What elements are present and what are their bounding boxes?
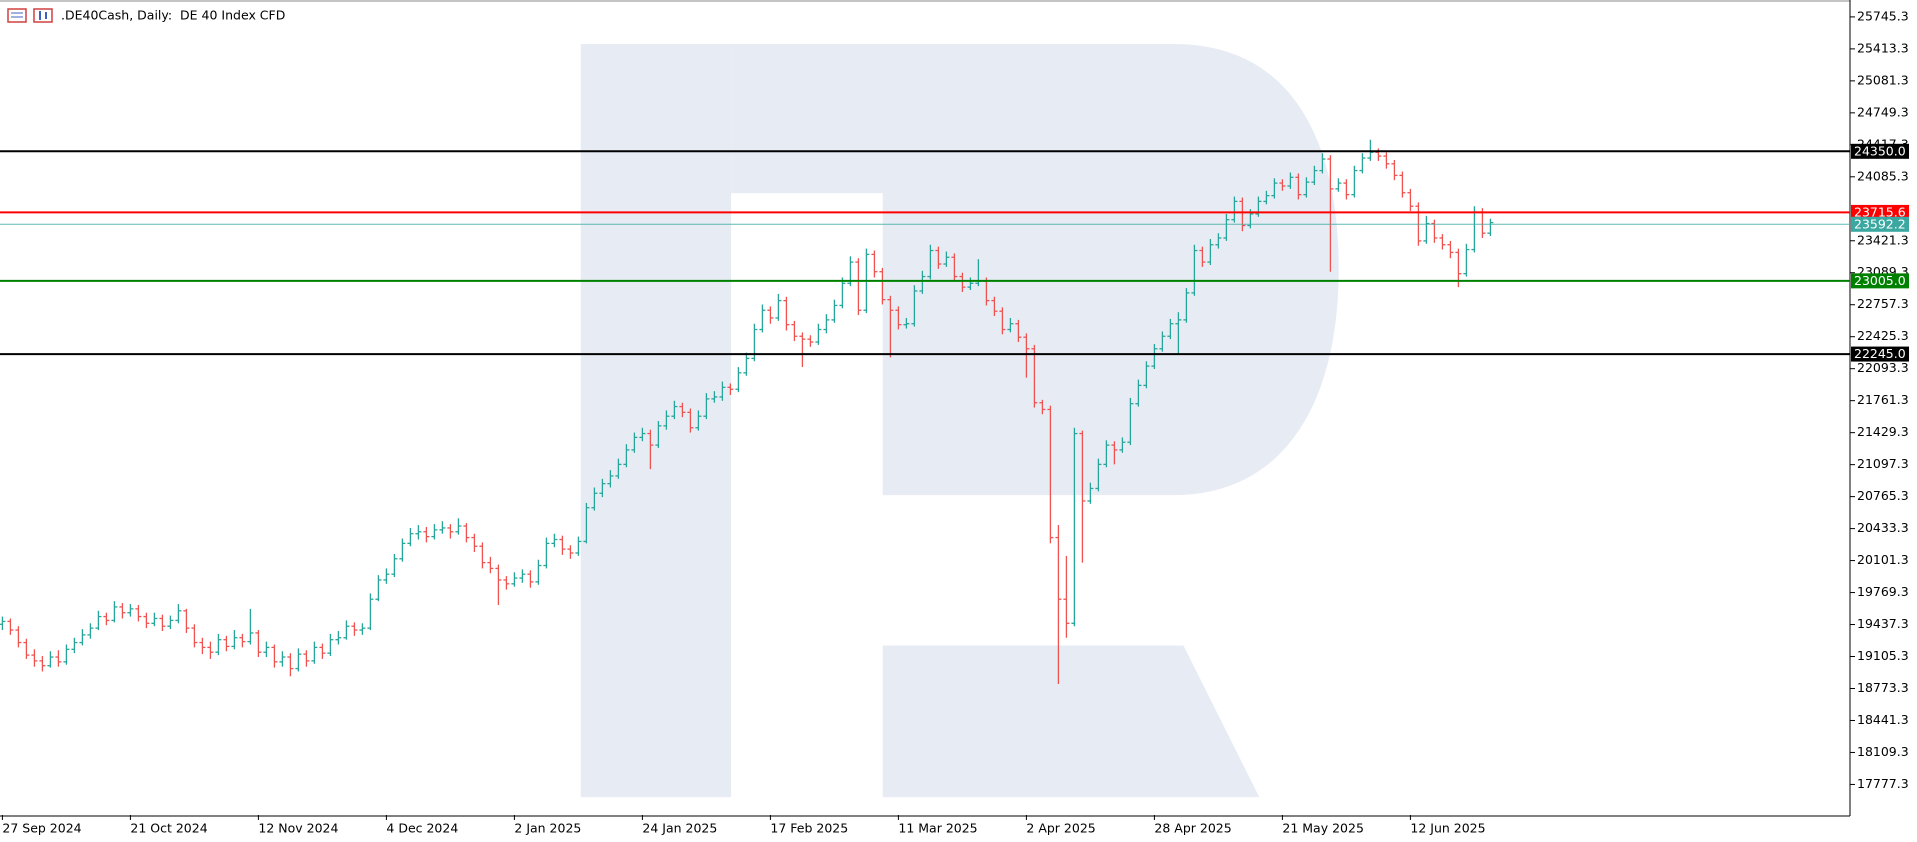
x-tick-label: 27 Sep 2024: [2, 821, 81, 836]
y-tick-label: 22425.3: [1857, 328, 1909, 343]
level-label-bg: [1851, 273, 1909, 289]
y-tick-label: 24085.3: [1857, 168, 1909, 183]
icon-chart: [33, 8, 53, 23]
y-tick-label: 19105.3: [1857, 648, 1909, 663]
y-tick-label: 19769.3: [1857, 584, 1909, 599]
x-tick-label: 21 Oct 2024: [130, 821, 207, 836]
x-tick-label: 28 Apr 2025: [1154, 821, 1231, 836]
x-tick-label: 24 Jan 2025: [642, 821, 717, 836]
y-tick-label: 20101.3: [1857, 552, 1909, 567]
y-tick-label: 20433.3: [1857, 520, 1909, 535]
watermark-leg: [882, 645, 1260, 798]
y-tick-label: 25413.3: [1857, 40, 1909, 55]
level-label: 23005.0: [1854, 273, 1906, 288]
watermark-stem: [580, 44, 732, 798]
x-tick-label: 12 Jun 2025: [1410, 821, 1485, 836]
y-tick-label: 20765.3: [1857, 488, 1909, 503]
y-tick-label: 22757.3: [1857, 296, 1909, 311]
y-tick-label: 18109.3: [1857, 744, 1909, 759]
level-label-bg: [1851, 346, 1909, 362]
y-tick-label: 25745.3: [1857, 8, 1909, 23]
level-label-bg: [1851, 143, 1909, 159]
y-tick-label: 21429.3: [1857, 424, 1909, 439]
x-tick-label: 12 Nov 2024: [258, 821, 338, 836]
x-tick-label: 2 Jan 2025: [514, 821, 581, 836]
toolbar-icons: [7, 8, 53, 23]
level-label: 24350.0: [1854, 143, 1906, 158]
level-label-bg: [1851, 204, 1909, 220]
y-tick-label: 23421.3: [1857, 232, 1909, 247]
watermark: [580, 44, 1339, 798]
y-tick-label: 21761.3: [1857, 392, 1909, 407]
x-tick-label: 4 Dec 2024: [386, 821, 458, 836]
chart-title: .DE40Cash, Daily: DE 40 Index CFD: [61, 8, 285, 23]
y-tick-label: 18441.3: [1857, 712, 1909, 727]
icon-list: [7, 8, 27, 23]
watermark-bowl: [731, 44, 1339, 496]
y-tick-label: 25081.3: [1857, 72, 1909, 87]
y-tick-label: 19437.3: [1857, 616, 1909, 631]
level-label-bg: [1851, 216, 1909, 232]
level-label: 23715.6: [1854, 204, 1906, 219]
y-tick-label: 18773.3: [1857, 680, 1909, 695]
level-label: 22245.0: [1854, 346, 1906, 361]
y-tick-label: 24749.3: [1857, 104, 1909, 119]
y-tick-label: 21097.3: [1857, 456, 1909, 471]
x-tick-label: 11 Mar 2025: [898, 821, 977, 836]
x-tick-label: 21 May 2025: [1282, 821, 1364, 836]
y-tick-label: 17777.3: [1857, 776, 1909, 791]
x-tick-label: 17 Feb 2025: [770, 821, 848, 836]
x-tick-label: 2 Apr 2025: [1026, 821, 1095, 836]
y-tick-label: 22093.3: [1857, 360, 1909, 375]
level-label: 23592.2: [1854, 216, 1906, 231]
